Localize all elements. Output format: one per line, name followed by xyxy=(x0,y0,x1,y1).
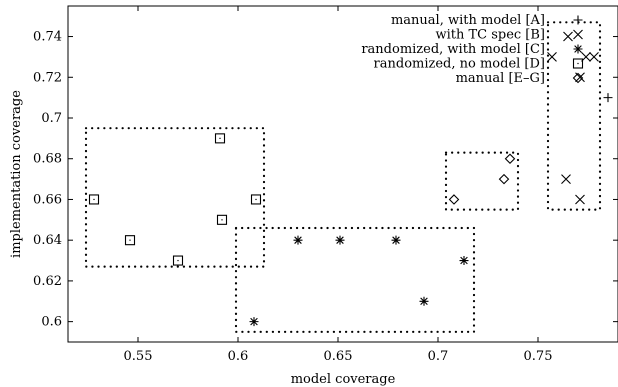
square-point xyxy=(124,235,136,246)
cross-point xyxy=(563,31,573,42)
x-tick-label: 0.6 xyxy=(228,349,249,364)
y-tick-label: 0.6 xyxy=(41,315,62,330)
cluster-boxes xyxy=(84,21,602,333)
legend-label: with TC spec [B] xyxy=(435,28,545,43)
x-axis-label: model coverage xyxy=(291,372,396,387)
square-point xyxy=(216,214,228,225)
y-tick-label: 0.72 xyxy=(33,70,62,85)
square-point xyxy=(172,255,184,266)
square-point-center xyxy=(177,259,179,262)
square-point xyxy=(88,194,100,205)
square-point-center xyxy=(219,137,221,139)
x-tick-label: 0.55 xyxy=(124,349,153,364)
square-point xyxy=(250,194,262,205)
diamond-point xyxy=(448,194,460,205)
y-tick-label: 0.62 xyxy=(33,274,62,289)
square-point-center xyxy=(93,198,95,201)
square-point-outline xyxy=(88,194,100,205)
y-tick-label: 0.74 xyxy=(33,30,62,45)
legend: manual, with model [A]with TC spec [B]ra… xyxy=(361,13,584,86)
y-tick-label: 0.66 xyxy=(33,192,62,207)
cluster-box xyxy=(84,127,266,268)
y-tick-label: 0.68 xyxy=(33,152,62,167)
plus-point xyxy=(603,93,613,103)
square-point-outline xyxy=(124,235,136,246)
cross-point xyxy=(589,52,599,62)
diamond-point xyxy=(498,173,510,185)
legend-plus-icon xyxy=(573,15,583,25)
star-point xyxy=(419,296,429,306)
cross-point xyxy=(575,194,585,205)
star-point xyxy=(459,256,469,266)
square-point-outline xyxy=(216,214,228,225)
square-point-center xyxy=(255,198,257,201)
legend-square-icon-center xyxy=(577,62,579,65)
cluster-box xyxy=(444,151,520,211)
y-tick-label: 0.64 xyxy=(33,233,62,248)
star-point xyxy=(335,235,345,245)
star-point xyxy=(293,235,303,245)
legend-label: manual [E–G] xyxy=(456,71,545,86)
legend-square-icon xyxy=(572,58,584,69)
legend-cross-icon xyxy=(573,29,583,40)
cross-point xyxy=(561,174,571,184)
cluster-box xyxy=(546,21,602,211)
y-axis-label: implementation coverage xyxy=(9,90,24,258)
legend-square-icon-outline xyxy=(572,58,584,69)
x-tick-label: 0.65 xyxy=(324,349,353,364)
square-point-outline xyxy=(172,255,184,266)
legend-label: randomized, no model [D] xyxy=(374,57,545,72)
cluster-box xyxy=(234,226,476,333)
star-point xyxy=(391,235,401,245)
square-point-center xyxy=(221,219,223,221)
legend-label: randomized, with model [C] xyxy=(361,42,545,57)
y-tick-label: 0.7 xyxy=(41,111,62,126)
square-point-outline xyxy=(250,194,262,205)
diamond-point xyxy=(504,153,516,165)
legend-diamond-icon xyxy=(572,72,584,84)
plot-frame xyxy=(67,5,618,343)
legend-star-icon xyxy=(573,44,583,54)
square-point-outline xyxy=(214,133,226,144)
x-tick-label: 0.7 xyxy=(428,349,449,364)
legend-label: manual, with model [A] xyxy=(391,13,545,28)
axis-ticks: 0.55 0.6 0.65 0.7 0.75 0.6 0.62 0.64 0.66 0.68 0.7… xyxy=(33,6,618,364)
square-point xyxy=(214,133,226,144)
x-tick-label: 0.75 xyxy=(524,349,553,364)
square-point-center xyxy=(129,239,131,241)
star-point xyxy=(249,317,259,327)
cross-point xyxy=(547,52,557,62)
